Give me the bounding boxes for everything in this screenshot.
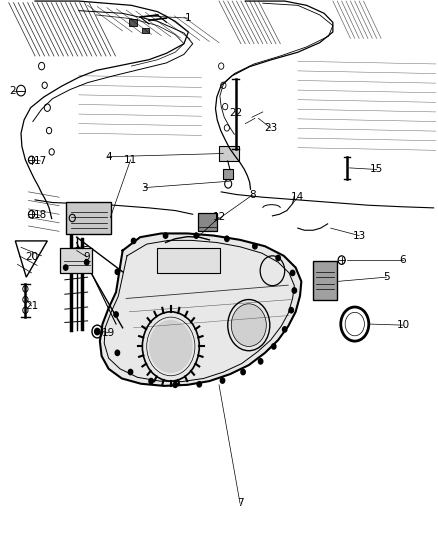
Circle shape bbox=[289, 308, 293, 313]
Circle shape bbox=[114, 312, 118, 317]
Circle shape bbox=[272, 344, 276, 349]
Circle shape bbox=[194, 233, 198, 238]
FancyBboxPatch shape bbox=[60, 248, 92, 273]
Bar bbox=[142, 28, 149, 33]
Circle shape bbox=[283, 327, 287, 332]
Text: 4: 4 bbox=[105, 152, 112, 161]
FancyBboxPatch shape bbox=[157, 248, 220, 273]
FancyBboxPatch shape bbox=[219, 146, 239, 161]
Polygon shape bbox=[100, 233, 301, 386]
Circle shape bbox=[64, 265, 68, 270]
Text: 14: 14 bbox=[291, 192, 304, 202]
Circle shape bbox=[253, 244, 257, 249]
Circle shape bbox=[173, 382, 177, 387]
Text: 19: 19 bbox=[102, 328, 115, 337]
Text: 12: 12 bbox=[212, 213, 226, 222]
Text: 7: 7 bbox=[237, 498, 244, 508]
Text: 20: 20 bbox=[25, 252, 38, 262]
Circle shape bbox=[231, 304, 266, 346]
FancyBboxPatch shape bbox=[313, 261, 337, 300]
Circle shape bbox=[225, 236, 229, 241]
Text: 5: 5 bbox=[383, 272, 390, 282]
Text: 15: 15 bbox=[370, 165, 383, 174]
Bar bbox=[223, 169, 233, 179]
Text: 1: 1 bbox=[185, 13, 192, 23]
Circle shape bbox=[292, 288, 297, 293]
Text: 22: 22 bbox=[229, 108, 242, 118]
Circle shape bbox=[131, 238, 136, 244]
Circle shape bbox=[95, 328, 100, 335]
Text: 11: 11 bbox=[124, 155, 137, 165]
Circle shape bbox=[197, 382, 201, 387]
Circle shape bbox=[258, 359, 263, 364]
Text: 8: 8 bbox=[249, 190, 256, 200]
Text: 17: 17 bbox=[34, 156, 47, 166]
Circle shape bbox=[115, 350, 120, 356]
Circle shape bbox=[220, 378, 225, 383]
Text: 10: 10 bbox=[396, 320, 410, 330]
Circle shape bbox=[115, 269, 120, 274]
Circle shape bbox=[290, 270, 295, 276]
Text: 2: 2 bbox=[9, 86, 16, 95]
Text: 6: 6 bbox=[399, 255, 406, 265]
Circle shape bbox=[241, 369, 245, 375]
Text: 21: 21 bbox=[25, 301, 38, 311]
Circle shape bbox=[163, 233, 168, 238]
Circle shape bbox=[149, 320, 193, 373]
Text: 18: 18 bbox=[34, 211, 47, 220]
Circle shape bbox=[128, 369, 133, 375]
Text: 3: 3 bbox=[141, 183, 148, 192]
Circle shape bbox=[149, 378, 153, 384]
Text: 9: 9 bbox=[83, 252, 90, 262]
Text: 23: 23 bbox=[264, 123, 277, 133]
Circle shape bbox=[85, 260, 89, 265]
Text: 13: 13 bbox=[353, 231, 366, 240]
FancyBboxPatch shape bbox=[66, 202, 111, 234]
FancyBboxPatch shape bbox=[198, 213, 217, 231]
Bar bbox=[129, 19, 137, 26]
Circle shape bbox=[276, 255, 280, 261]
